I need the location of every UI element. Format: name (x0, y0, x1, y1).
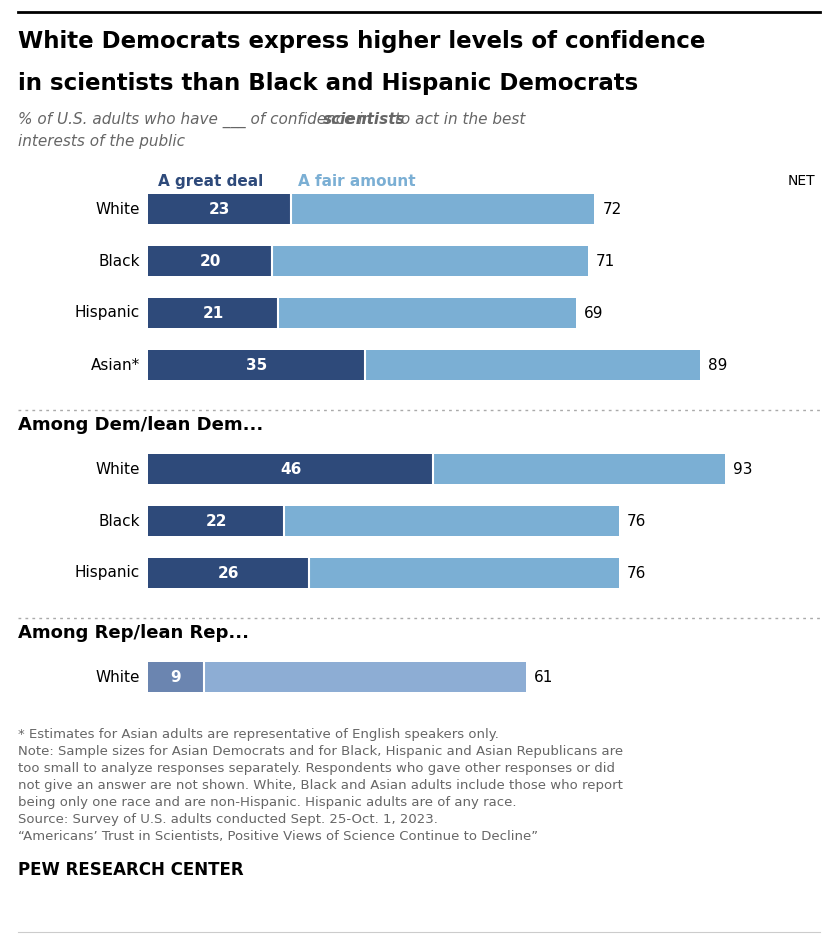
Text: Among Dem/lean Dem...: Among Dem/lean Dem... (18, 416, 263, 434)
Text: 72: 72 (602, 202, 622, 217)
Text: White: White (96, 462, 140, 477)
Text: Hispanic: Hispanic (75, 305, 140, 320)
Text: Source: Survey of U.S. adults conducted Sept. 25-Oct. 1, 2023.: Source: Survey of U.S. adults conducted … (18, 813, 438, 826)
Text: PEW RESEARCH CENTER: PEW RESEARCH CENTER (18, 861, 244, 879)
Bar (204, 662, 526, 692)
Text: Hispanic: Hispanic (75, 565, 140, 580)
Text: 93: 93 (732, 462, 752, 477)
Text: NET: NET (787, 174, 815, 188)
Text: White Democrats express higher levels of confidence: White Democrats express higher levels of… (18, 30, 706, 53)
Bar (278, 298, 575, 328)
Text: Asian*: Asian* (91, 358, 140, 372)
Bar (148, 558, 309, 588)
Bar (148, 246, 272, 276)
Text: White: White (96, 670, 140, 685)
Text: “Americans’ Trust in Scientists, Positive Views of Science Continue to Decline”: “Americans’ Trust in Scientists, Positiv… (18, 830, 538, 843)
Text: 26: 26 (218, 565, 239, 580)
Text: Black: Black (98, 253, 140, 268)
Text: 20: 20 (199, 253, 221, 268)
Text: % of U.S. adults who have ___ of confidence in: % of U.S. adults who have ___ of confide… (18, 112, 377, 128)
Bar (309, 558, 619, 588)
Bar (148, 194, 291, 224)
Text: 61: 61 (534, 670, 554, 685)
Text: White: White (96, 202, 140, 217)
Text: A fair amount: A fair amount (298, 174, 416, 189)
Text: being only one race and are non-Hispanic. Hispanic adults are of any race.: being only one race and are non-Hispanic… (18, 796, 517, 809)
Bar (148, 454, 433, 484)
Text: 23: 23 (208, 202, 230, 217)
Text: interests of the public: interests of the public (18, 134, 185, 149)
Text: not give an answer are not shown. White, Black and Asian adults include those wh: not give an answer are not shown. White,… (18, 779, 623, 792)
Bar (148, 298, 278, 328)
Text: 89: 89 (708, 358, 727, 372)
Text: 76: 76 (627, 565, 647, 580)
Bar (433, 454, 725, 484)
Text: 9: 9 (171, 670, 181, 685)
Text: * Estimates for Asian adults are representative of English speakers only.: * Estimates for Asian adults are represe… (18, 728, 499, 741)
Text: Black: Black (98, 513, 140, 528)
Text: 46: 46 (280, 462, 302, 477)
Text: 76: 76 (627, 513, 647, 528)
Text: 22: 22 (206, 513, 227, 528)
Text: 35: 35 (246, 358, 267, 372)
Text: 71: 71 (596, 253, 616, 268)
Text: too small to analyze responses separately. Respondents who gave other responses : too small to analyze responses separatel… (18, 762, 615, 775)
Text: to act in the best: to act in the best (390, 112, 525, 127)
Bar (148, 662, 204, 692)
Text: Among Rep/lean Rep...: Among Rep/lean Rep... (18, 624, 249, 642)
Bar (285, 506, 619, 536)
Text: A great deal: A great deal (158, 174, 263, 189)
Text: 69: 69 (584, 305, 603, 320)
Bar (291, 194, 595, 224)
Bar (148, 350, 365, 380)
Text: 21: 21 (202, 305, 223, 320)
Bar (272, 246, 588, 276)
Text: scientists: scientists (323, 112, 406, 127)
Bar (365, 350, 700, 380)
Bar (148, 506, 285, 536)
Text: in scientists than Black and Hispanic Democrats: in scientists than Black and Hispanic De… (18, 72, 638, 95)
Text: Note: Sample sizes for Asian Democrats and for Black, Hispanic and Asian Republi: Note: Sample sizes for Asian Democrats a… (18, 745, 623, 758)
